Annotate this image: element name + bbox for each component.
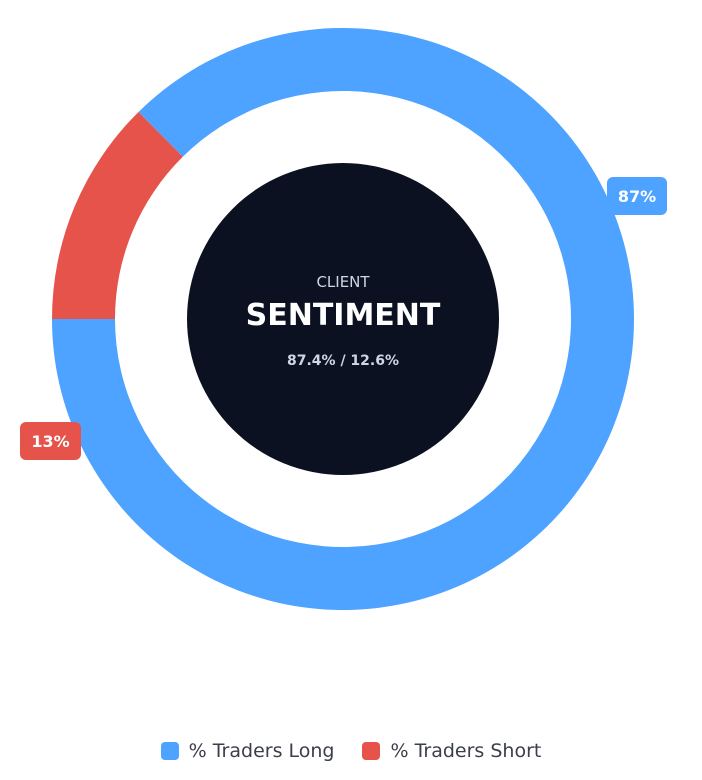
chart-legend: % Traders Long % Traders Short xyxy=(0,740,702,762)
legend-label-short: % Traders Short xyxy=(390,740,542,762)
slice-badge-long: 87% xyxy=(607,177,667,215)
center-ratio-label: 87.4% / 12.6% xyxy=(287,353,399,369)
center-title: SENTIMENT xyxy=(246,298,441,333)
donut-slice-short[interactable] xyxy=(52,111,183,319)
legend-swatch-long xyxy=(160,742,179,760)
legend-item-short[interactable]: % Traders Short xyxy=(362,740,541,762)
center-small-label: CLIENT xyxy=(316,273,370,291)
slice-badge-short: 13% xyxy=(20,422,81,460)
badge-label: 13% xyxy=(31,432,69,451)
badge-background xyxy=(607,177,667,215)
donut-slices xyxy=(52,28,635,610)
center-disc xyxy=(187,163,499,475)
legend-swatch-short xyxy=(362,742,381,760)
slice-badges: 87% 13% xyxy=(20,177,667,460)
badge-label: 87% xyxy=(618,187,656,206)
legend-item-long[interactable]: % Traders Long xyxy=(160,740,335,762)
legend-label-long: % Traders Long xyxy=(188,740,335,762)
badge-background xyxy=(20,422,81,460)
